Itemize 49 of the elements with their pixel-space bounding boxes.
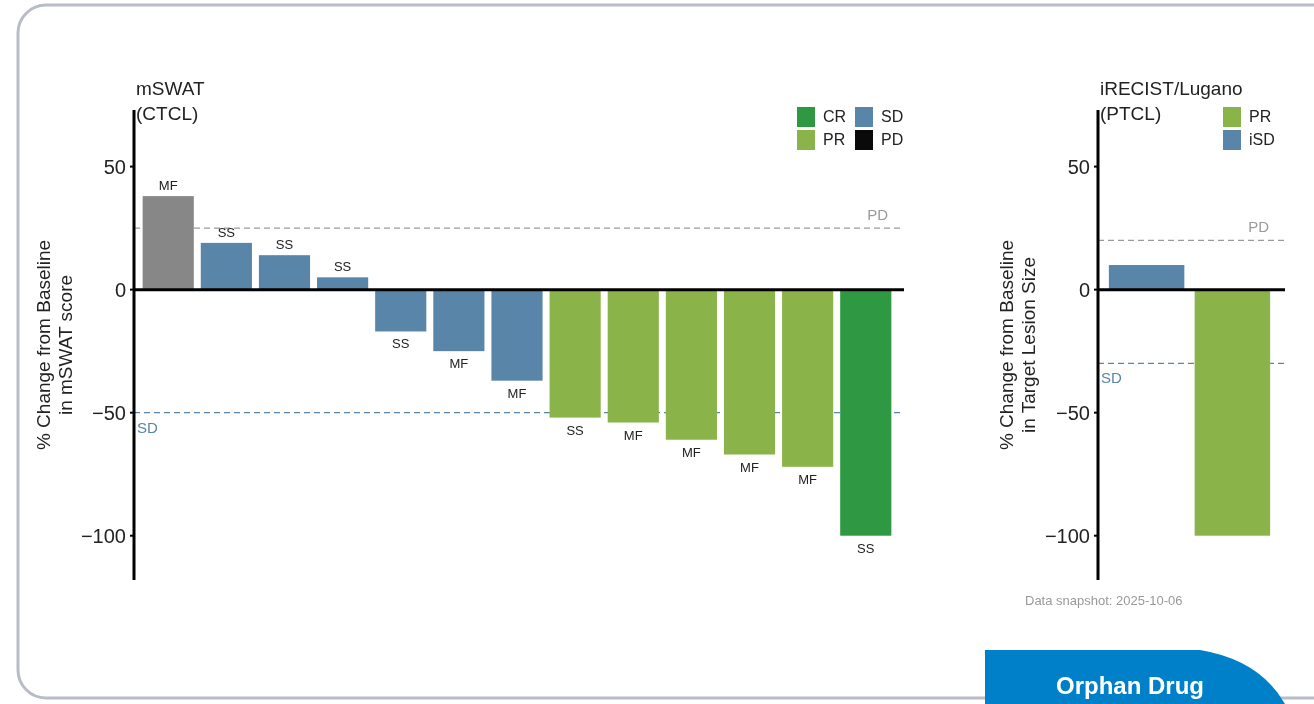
y-tick-label: −50 xyxy=(1056,401,1090,424)
y-tick-label: 0 xyxy=(114,278,126,301)
data-label: SS xyxy=(275,237,294,253)
y-tick-label: 50 xyxy=(103,155,126,178)
text: Orphan Drug xyxy=(1056,672,1204,699)
legend-label: SD xyxy=(881,108,904,125)
chart-title: mSWAT (CTCL) xyxy=(136,78,205,124)
ref-line-label: SD xyxy=(1101,369,1122,387)
data-label: MF xyxy=(623,427,643,443)
text: Data snapshot: 2025-10-06 xyxy=(1025,593,1183,608)
y-tick-label: −50 xyxy=(92,401,126,424)
ref-line-label: PD xyxy=(1248,218,1270,236)
ref-line-label: SD xyxy=(137,418,158,436)
y-tick-label: 50 xyxy=(1067,155,1090,178)
bar xyxy=(723,289,776,455)
legend-label: CR xyxy=(823,108,847,125)
legend-label: PR xyxy=(1249,108,1272,125)
data-label: MF xyxy=(798,471,818,487)
data-label: MF xyxy=(158,178,178,194)
bar xyxy=(607,289,659,423)
data-label: SS xyxy=(857,540,875,556)
bar xyxy=(782,289,834,467)
legend-label: PD xyxy=(881,131,904,148)
ref-line-label: PD xyxy=(867,206,889,224)
y-tick-label: 0 xyxy=(1078,278,1090,301)
bar xyxy=(200,242,252,290)
data-label: MF xyxy=(740,459,759,475)
data-label: SS xyxy=(217,224,236,240)
y-tick-label: −100 xyxy=(80,524,126,547)
data-label: MF xyxy=(507,385,527,401)
data-label: MF xyxy=(682,444,701,460)
bar xyxy=(142,196,194,290)
bar xyxy=(491,289,543,381)
bar xyxy=(258,255,311,290)
data-label: SS xyxy=(566,422,585,438)
y-tick-label: −100 xyxy=(1044,524,1090,547)
data-label: SS xyxy=(392,336,410,352)
y-axis-title: % Change from Baseline in mSWAT score xyxy=(33,239,76,451)
data-label: MF xyxy=(449,356,469,372)
chart-title: iRECIST/Lugano (PTCL) xyxy=(1100,78,1243,124)
bar xyxy=(549,289,601,418)
bar xyxy=(665,289,717,440)
bar xyxy=(375,289,427,332)
bar xyxy=(840,289,892,536)
bar xyxy=(433,289,485,352)
legend-label: PR xyxy=(823,131,846,148)
legend-label: iSD xyxy=(1249,131,1275,148)
data-label: SS xyxy=(333,259,352,275)
y-axis-title: % Change from Baseline in Target Lesion Size xyxy=(996,239,1039,451)
